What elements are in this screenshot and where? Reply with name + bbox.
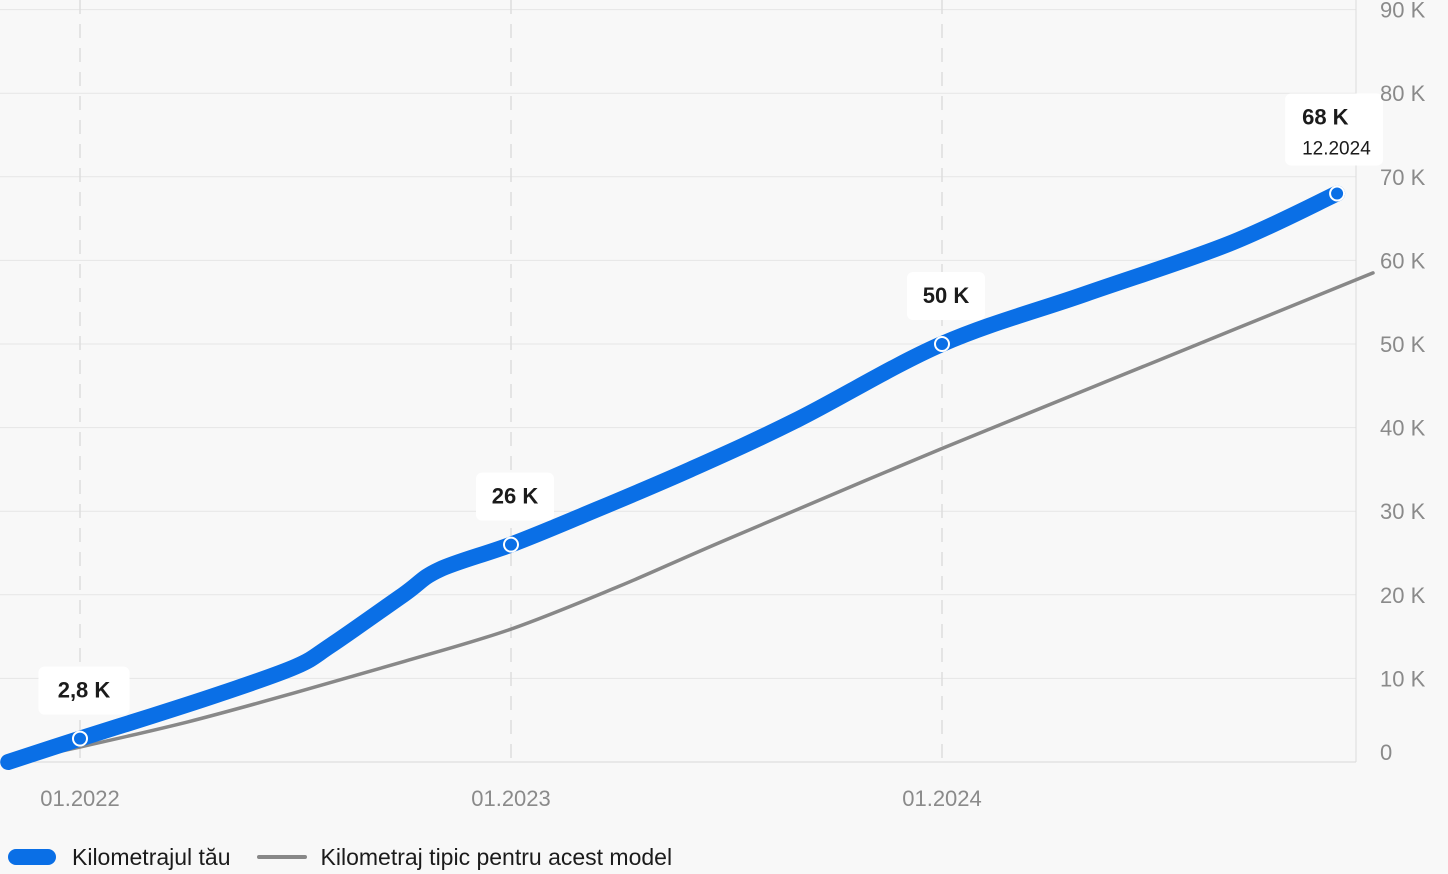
legend-item-typical: Kilometraj tipic pentru acest model <box>257 844 673 871</box>
y-tick-label: 80 K <box>1380 81 1426 106</box>
legend-item-user: Kilometrajul tău <box>0 844 231 871</box>
y-tick-label: 0 <box>1380 740 1392 765</box>
legend: Kilometrajul tău Kilometraj tipic pentru… <box>0 840 698 874</box>
x-tick-label: 01.2024 <box>902 786 982 811</box>
y-tick-label: 30 K <box>1380 499 1426 524</box>
series-lines <box>8 194 1373 763</box>
callout-value: 50 K <box>923 283 970 308</box>
callout-value: 68 K <box>1302 105 1349 130</box>
highlight-markers: 2,8 K 26 K 50 K 68 K 12.2024 <box>39 94 1384 746</box>
y-tick-label: 90 K <box>1380 0 1426 23</box>
callout-value: 26 K <box>492 484 539 509</box>
highlight-point[interactable] <box>73 732 87 746</box>
y-tick-label: 60 K <box>1380 248 1426 273</box>
legend-label-user: Kilometrajul tău <box>72 844 231 871</box>
y-tick-label: 70 K <box>1380 165 1426 190</box>
series-line-user <box>8 194 1337 763</box>
legend-label-typical: Kilometraj tipic pentru acest model <box>321 844 673 871</box>
x-tick-label: 01.2023 <box>471 786 551 811</box>
y-tick-label: 50 K <box>1380 332 1426 357</box>
highlight-point[interactable] <box>504 538 518 552</box>
mileage-chart: 2,8 K 26 K 50 K 68 K 12.2024 0 10 K 20 K 30 K 40… <box>0 0 1448 840</box>
legend-swatch-user <box>8 849 56 865</box>
highlight-point[interactable] <box>935 337 949 351</box>
highlight-point[interactable] <box>1330 187 1344 201</box>
legend-swatch-typical <box>257 855 307 859</box>
y-tick-label: 40 K <box>1380 416 1426 441</box>
callout-value: 2,8 K <box>58 678 111 703</box>
x-tick-label: 01.2022 <box>40 786 120 811</box>
y-tick-label: 10 K <box>1380 666 1426 691</box>
grid <box>0 0 1356 762</box>
y-tick-label: 20 K <box>1380 583 1426 608</box>
callout-date: 12.2024 <box>1302 139 1371 160</box>
